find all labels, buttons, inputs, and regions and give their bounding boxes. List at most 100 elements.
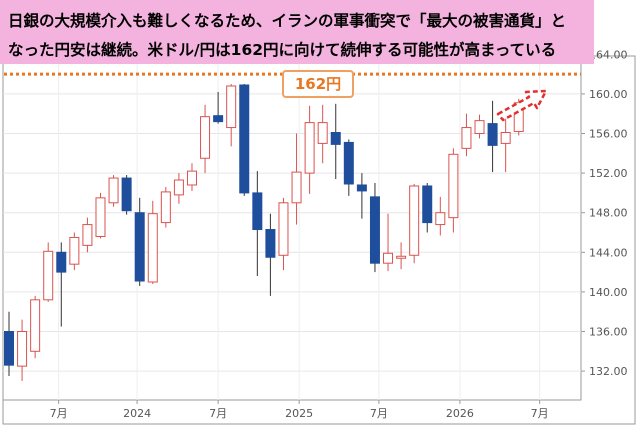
candle-body bbox=[56, 251, 67, 273]
candle-body bbox=[43, 250, 54, 301]
headline-line-2: なった円安は継続。米ドル/円は162円に向けて続伸する可能性が高まっている bbox=[8, 41, 557, 59]
candle-body bbox=[147, 213, 158, 283]
candle-body bbox=[160, 191, 171, 224]
candle-body bbox=[474, 120, 485, 134]
candle bbox=[56, 242, 67, 327]
candle-body bbox=[317, 122, 328, 144]
x-tick-label: 2025 bbox=[285, 407, 313, 420]
headline-banner: 日銀の大規模介入も難しくなるため、イランの軍事衝突で「最大の被害通貨」と なった… bbox=[0, 0, 594, 64]
candle bbox=[69, 232, 80, 271]
candle-body bbox=[356, 184, 367, 192]
candle-body bbox=[239, 84, 250, 194]
candle-body bbox=[500, 132, 511, 144]
candle-body bbox=[422, 185, 433, 224]
candle bbox=[43, 242, 54, 302]
y-tick-label: 164.00 bbox=[589, 48, 628, 61]
y-tick-label: 156.00 bbox=[589, 128, 628, 141]
candle bbox=[422, 183, 433, 233]
candle bbox=[448, 148, 459, 233]
candle bbox=[474, 114, 485, 139]
x-tick-label: 2024 bbox=[123, 407, 151, 420]
candle bbox=[317, 104, 328, 164]
candle-body bbox=[461, 127, 472, 149]
candle bbox=[487, 100, 498, 173]
candle-body bbox=[213, 115, 224, 123]
candle bbox=[343, 139, 354, 196]
y-tick-label: 140.00 bbox=[589, 286, 628, 299]
candle bbox=[383, 213, 394, 272]
x-tick-label: 7月 bbox=[531, 407, 549, 420]
candle bbox=[252, 171, 263, 277]
candle-body bbox=[291, 171, 302, 204]
candle-body bbox=[30, 299, 41, 352]
candle bbox=[17, 319, 28, 381]
candle-body bbox=[278, 202, 289, 256]
candle-body bbox=[396, 255, 407, 259]
candle bbox=[134, 197, 145, 286]
candle-body bbox=[448, 153, 459, 219]
candle bbox=[160, 186, 171, 228]
x-tick-label: 7月 bbox=[209, 407, 227, 420]
candle-body bbox=[226, 85, 237, 129]
x-axis-labels: 7月 2024 7月 2025 7月 2026 7月 bbox=[50, 400, 549, 420]
candle bbox=[239, 84, 250, 196]
candle-body bbox=[173, 179, 184, 196]
candle bbox=[147, 200, 158, 284]
candle-body bbox=[383, 252, 394, 264]
candle-body bbox=[330, 132, 341, 145]
x-tick-label: 2026 bbox=[446, 407, 474, 420]
candle bbox=[200, 104, 211, 174]
candle-body bbox=[304, 122, 315, 174]
candle bbox=[226, 84, 237, 147]
candle bbox=[304, 105, 315, 194]
y-tick-label: 132.00 bbox=[589, 365, 628, 378]
candle-body bbox=[252, 192, 263, 231]
candle-body bbox=[4, 331, 14, 366]
forecast-arrow-icon bbox=[496, 89, 548, 122]
candle bbox=[82, 217, 93, 253]
candle bbox=[369, 183, 380, 273]
candle-body bbox=[95, 197, 106, 237]
candle-body bbox=[265, 229, 276, 258]
candle-body bbox=[186, 170, 197, 186]
candle bbox=[30, 295, 41, 359]
x-tick-label: 7月 bbox=[370, 407, 388, 420]
candles bbox=[4, 84, 524, 381]
candle bbox=[278, 197, 289, 271]
candle-body bbox=[343, 141, 354, 185]
y-tick-label: 144.00 bbox=[589, 246, 628, 259]
candle bbox=[500, 118, 511, 173]
candle bbox=[396, 242, 407, 270]
candle bbox=[330, 103, 341, 180]
candle-body bbox=[121, 177, 132, 212]
candle-body bbox=[435, 212, 446, 226]
y-tick-label: 152.00 bbox=[589, 167, 628, 180]
candle-body bbox=[69, 236, 80, 265]
candle-body bbox=[409, 185, 420, 256]
candle bbox=[173, 173, 184, 204]
candle bbox=[435, 196, 446, 236]
target-price-label: 162円 bbox=[282, 70, 354, 98]
y-tick-label: 136.00 bbox=[589, 326, 628, 339]
headline-line-1: 日銀の大規模介入も難しくなるため、イランの軍事衝突で「最大の被害通貨」と bbox=[8, 12, 567, 30]
x-tick-label: 7月 bbox=[50, 407, 68, 420]
candle bbox=[108, 175, 119, 207]
candle-body bbox=[108, 177, 119, 204]
y-axis-labels: 132.00 136.00 140.00 144.00 148.00 152.00 156.… bbox=[581, 48, 628, 378]
y-tick-label: 160.00 bbox=[589, 88, 628, 101]
candle bbox=[186, 163, 197, 191]
candle bbox=[265, 213, 276, 296]
candle-body bbox=[369, 196, 380, 264]
candle-body bbox=[82, 224, 93, 246]
y-tick-label: 148.00 bbox=[589, 207, 628, 220]
candle bbox=[4, 311, 14, 377]
candle-body bbox=[17, 331, 28, 367]
candle bbox=[291, 133, 302, 225]
candle bbox=[121, 175, 132, 215]
candle-body bbox=[134, 212, 145, 282]
candle bbox=[356, 173, 367, 219]
candle-body bbox=[200, 116, 211, 159]
candle bbox=[409, 183, 420, 264]
